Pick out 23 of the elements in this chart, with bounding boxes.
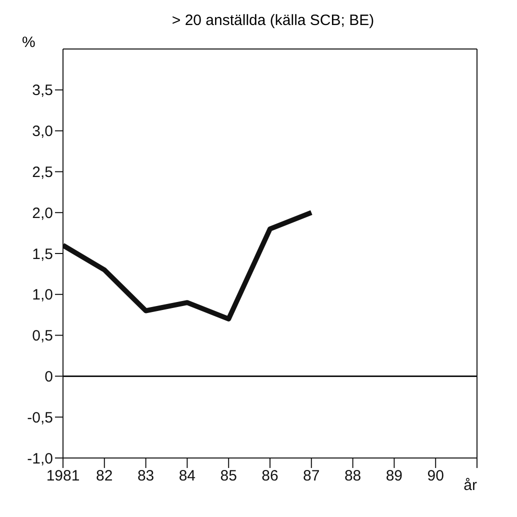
y-tick-label: -1,0 <box>27 450 53 468</box>
x-tick-label: 89 <box>386 468 403 485</box>
y-tick-label: 3,0 <box>32 123 53 140</box>
x-tick-label: 88 <box>344 468 362 485</box>
x-tick-label: 86 <box>262 468 278 485</box>
x-tick-label: 82 <box>96 468 113 485</box>
x-tick-label: 83 <box>137 468 154 485</box>
y-tick-label: 2,5 <box>32 164 53 182</box>
y-tick-label: 0 <box>44 368 53 386</box>
y-axis-title: % <box>22 34 36 51</box>
y-tick-label: 2,0 <box>32 204 53 222</box>
x-axis-title: år <box>464 477 477 494</box>
y-tick-label: 1,0 <box>32 286 53 304</box>
x-tick-label: 84 <box>178 468 196 485</box>
y-tick-label: 1,5 <box>32 246 53 263</box>
x-tick-label: 85 <box>220 468 237 485</box>
x-tick-label: 87 <box>303 468 320 485</box>
chart-subtitle: > 20 anställda (källa SCB; BE) <box>170 12 376 29</box>
y-tick-label: -0,5 <box>27 409 53 426</box>
y-tick-label: 0,5 <box>32 328 53 345</box>
x-tick-label: 90 <box>427 468 444 485</box>
x-tick-label: 1981 <box>46 468 80 485</box>
y-tick-label: 3,5 <box>32 82 53 100</box>
